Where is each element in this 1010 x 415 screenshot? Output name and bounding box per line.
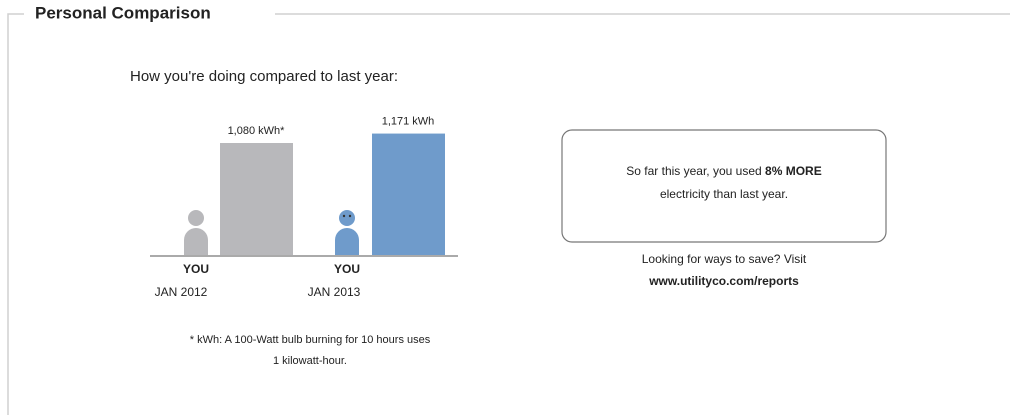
bar — [372, 133, 445, 255]
message-bold: 8% MORE — [765, 164, 822, 178]
footnote: * kWh: A 100-Watt bulb burning for 10 ho… — [190, 334, 431, 346]
person-label: YOU — [334, 262, 360, 276]
person-head — [339, 210, 355, 226]
value-label: 1,171 kWh — [382, 115, 435, 127]
person-body — [184, 228, 208, 255]
x-tick-label: JAN 2012 — [155, 285, 208, 299]
footnote: 1 kilowatt-hour. — [273, 355, 347, 367]
subtitle: How you're doing compared to last year: — [130, 68, 398, 85]
person-body — [335, 228, 359, 255]
person-eye — [342, 214, 346, 218]
person-eye — [348, 214, 352, 218]
tip-text: Looking for ways to save? Visit — [642, 252, 807, 266]
section-title: Personal Comparison — [35, 3, 211, 22]
person-head — [188, 210, 204, 226]
x-tick-label: JAN 2013 — [308, 285, 361, 299]
message-line: electricity than last year. — [660, 187, 788, 201]
message-box — [561, 129, 887, 243]
fieldset-border — [7, 13, 1010, 415]
bar — [220, 143, 293, 255]
person-label: YOU — [183, 262, 209, 276]
message-line: So far this year, you used 8% MORE — [626, 164, 821, 178]
tip-link: www.utilityco.com/reports — [648, 274, 799, 288]
value-label: 1,080 kWh* — [228, 125, 286, 137]
message-text: So far this year, you used — [626, 164, 761, 178]
